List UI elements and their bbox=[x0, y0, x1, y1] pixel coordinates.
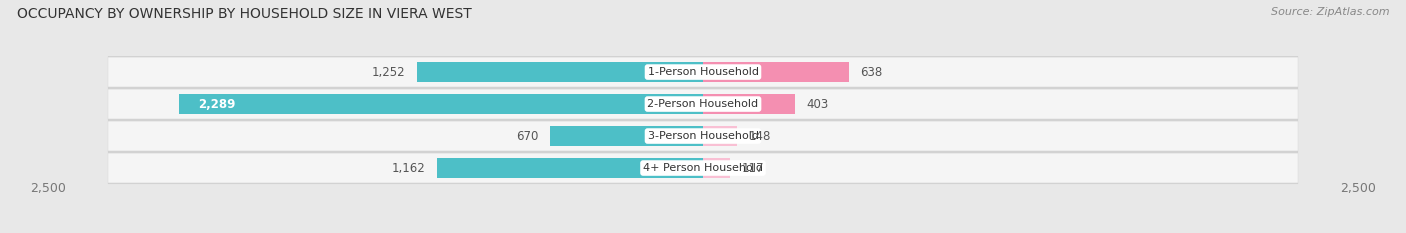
Text: 3-Person Household: 3-Person Household bbox=[648, 131, 758, 141]
Bar bbox=[550, 126, 703, 146]
Bar bbox=[416, 62, 703, 82]
Text: 1-Person Household: 1-Person Household bbox=[648, 67, 758, 77]
Text: 2,500: 2,500 bbox=[31, 182, 66, 195]
Bar bbox=[180, 94, 703, 114]
Text: 1,162: 1,162 bbox=[392, 161, 426, 175]
FancyBboxPatch shape bbox=[108, 120, 1298, 152]
FancyBboxPatch shape bbox=[108, 153, 1298, 183]
Text: 670: 670 bbox=[516, 130, 538, 143]
Text: Source: ZipAtlas.com: Source: ZipAtlas.com bbox=[1271, 7, 1389, 17]
Text: 638: 638 bbox=[860, 65, 883, 79]
Bar bbox=[703, 126, 737, 146]
Text: 1,252: 1,252 bbox=[371, 65, 405, 79]
Text: 2,289: 2,289 bbox=[198, 98, 235, 110]
Text: 4+ Person Household: 4+ Person Household bbox=[643, 163, 763, 173]
FancyBboxPatch shape bbox=[108, 121, 1298, 151]
Text: 2,500: 2,500 bbox=[1340, 182, 1375, 195]
FancyBboxPatch shape bbox=[108, 57, 1298, 87]
Text: 403: 403 bbox=[807, 98, 830, 110]
Bar bbox=[437, 158, 703, 178]
Text: 148: 148 bbox=[748, 130, 770, 143]
Text: 2-Person Household: 2-Person Household bbox=[647, 99, 759, 109]
Bar bbox=[703, 158, 730, 178]
Bar bbox=[703, 62, 849, 82]
FancyBboxPatch shape bbox=[108, 88, 1298, 120]
FancyBboxPatch shape bbox=[108, 89, 1298, 119]
Text: OCCUPANCY BY OWNERSHIP BY HOUSEHOLD SIZE IN VIERA WEST: OCCUPANCY BY OWNERSHIP BY HOUSEHOLD SIZE… bbox=[17, 7, 471, 21]
Text: 117: 117 bbox=[741, 161, 763, 175]
FancyBboxPatch shape bbox=[108, 56, 1298, 88]
Bar bbox=[703, 94, 796, 114]
FancyBboxPatch shape bbox=[108, 152, 1298, 184]
